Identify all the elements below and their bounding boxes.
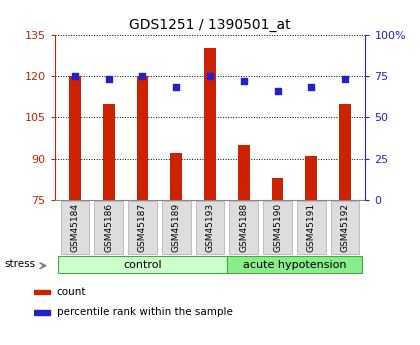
FancyBboxPatch shape <box>227 256 362 273</box>
Point <box>274 88 281 93</box>
Text: GSM45190: GSM45190 <box>273 203 282 252</box>
Point <box>240 78 247 83</box>
Text: GSM45189: GSM45189 <box>172 203 181 252</box>
Text: GSM45193: GSM45193 <box>205 203 215 252</box>
Text: count: count <box>57 287 87 297</box>
Text: GSM45187: GSM45187 <box>138 203 147 252</box>
Text: stress: stress <box>4 259 36 269</box>
Title: GDS1251 / 1390501_at: GDS1251 / 1390501_at <box>129 18 291 32</box>
Text: control: control <box>123 260 162 270</box>
FancyBboxPatch shape <box>94 201 123 254</box>
Bar <box>34 310 50 315</box>
Bar <box>170 153 182 200</box>
Point <box>173 85 180 90</box>
Text: GSM45192: GSM45192 <box>341 203 349 252</box>
Point <box>207 73 213 79</box>
FancyBboxPatch shape <box>196 201 224 254</box>
Text: GSM45188: GSM45188 <box>239 203 248 252</box>
FancyBboxPatch shape <box>331 201 360 254</box>
FancyBboxPatch shape <box>263 201 292 254</box>
FancyBboxPatch shape <box>162 201 191 254</box>
Bar <box>69 76 81 200</box>
Bar <box>136 76 148 200</box>
Text: acute hypotension: acute hypotension <box>243 260 346 270</box>
FancyBboxPatch shape <box>229 201 258 254</box>
FancyBboxPatch shape <box>297 201 326 254</box>
Point <box>105 77 112 82</box>
Bar <box>34 289 50 294</box>
Text: percentile rank within the sample: percentile rank within the sample <box>57 307 233 317</box>
Text: GSM45191: GSM45191 <box>307 203 316 252</box>
Bar <box>204 48 216 200</box>
Point <box>71 73 78 79</box>
Bar <box>272 178 284 200</box>
Bar <box>103 104 115 200</box>
Text: GSM45184: GSM45184 <box>71 203 79 252</box>
Point <box>308 85 315 90</box>
Point <box>342 77 349 82</box>
FancyBboxPatch shape <box>60 201 89 254</box>
Point <box>139 73 146 79</box>
Text: GSM45186: GSM45186 <box>104 203 113 252</box>
FancyBboxPatch shape <box>128 201 157 254</box>
Bar <box>339 104 351 200</box>
FancyBboxPatch shape <box>58 256 227 273</box>
Bar <box>238 145 250 200</box>
Bar <box>305 156 317 200</box>
